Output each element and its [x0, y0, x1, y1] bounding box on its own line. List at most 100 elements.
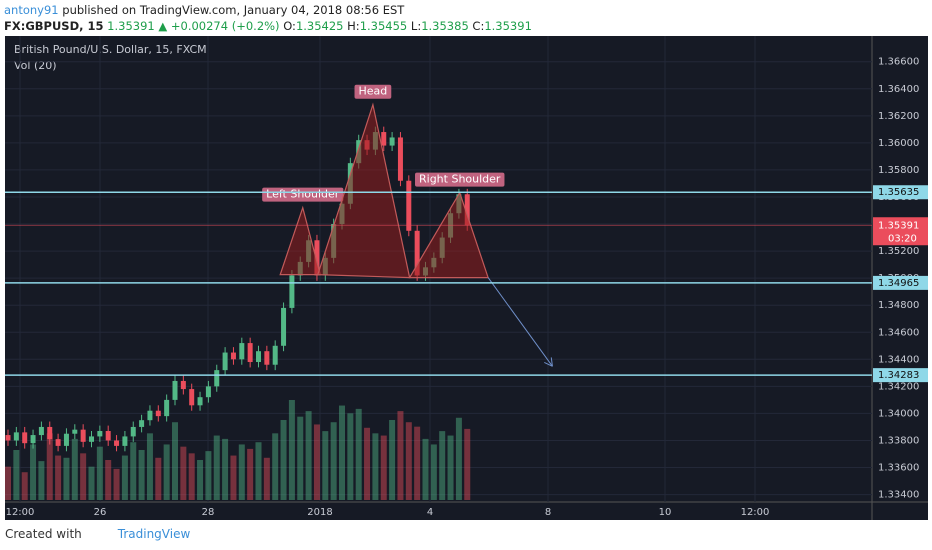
ohlc-value: 1.35385: [421, 19, 469, 33]
volume-bar: [439, 431, 446, 500]
ohlc-key: L:: [410, 19, 422, 33]
last-price-label: 1.35391: [878, 220, 919, 231]
candle-body: [289, 275, 295, 308]
published: published on TradingView.com, January 04…: [58, 3, 405, 17]
pattern-shape: [408, 191, 489, 279]
candle-body: [406, 180, 412, 231]
ohlc-key: C:: [472, 19, 485, 33]
candle-body: [155, 410, 161, 417]
candle-body: [63, 433, 69, 446]
candle-body: [30, 435, 36, 444]
symbol: FX:GBPUSD, 15: [4, 19, 104, 33]
volume-bar: [405, 422, 412, 500]
volume-bar: [38, 461, 45, 500]
y-tick-label: 1.34200: [878, 381, 919, 392]
volume-bar: [80, 453, 87, 500]
candle-body: [164, 399, 170, 417]
volume-bar: [5, 466, 11, 500]
pattern-label-bg: [415, 172, 505, 187]
last-price-bg: [873, 217, 928, 246]
header: antony91 published on TradingView.com, J…: [4, 2, 532, 34]
volume-bar: [121, 455, 128, 500]
header-line: antony91 published on TradingView.com, J…: [4, 2, 532, 18]
volume-bar: [372, 433, 379, 500]
ohlc-key: H:: [347, 19, 360, 33]
candle-body: [89, 436, 94, 442]
candle-body: [381, 132, 387, 146]
volume-bar: [113, 468, 120, 500]
candle-body: [281, 307, 287, 346]
volume-bar: [455, 417, 462, 500]
level-label-bg: [873, 275, 928, 290]
volume-bar: [430, 444, 437, 500]
volume-bar: [288, 400, 295, 500]
volume-bar: [414, 426, 421, 500]
volume-bar: [347, 413, 354, 500]
volume-bar: [130, 442, 137, 500]
candle-body: [247, 343, 253, 363]
footer: Created with TradingView: [5, 527, 190, 541]
candle-body: [72, 429, 78, 434]
volume-bar: [88, 466, 95, 500]
level-label-bg: [873, 185, 928, 200]
y-tick-label: 1.33600: [878, 463, 919, 474]
candle-body: [314, 240, 320, 276]
y-tick-label: 1.36000: [878, 138, 919, 149]
ohlc-key: O:: [283, 19, 296, 33]
candle-body: [222, 352, 228, 371]
volume-bar: [247, 448, 254, 500]
volume-bar: [355, 408, 362, 500]
volume-bar: [339, 405, 345, 500]
countdown: 03:20: [888, 233, 917, 244]
volume-bar: [330, 422, 337, 500]
ohlc-value: 1.35455: [359, 19, 408, 33]
candle-body: [189, 389, 195, 406]
volume-bar: [30, 444, 37, 500]
volume-bar: [155, 457, 162, 500]
volume-bar: [272, 433, 279, 500]
pattern-label: Left Shoulder: [266, 188, 340, 201]
volume-bar: [188, 453, 195, 500]
header-line: FX:GBPUSD, 15 1.35391 ▲ +0.00274 (+0.2%)…: [4, 18, 532, 34]
brand[interactable]: TradingView: [117, 527, 191, 541]
author[interactable]: antony91: [4, 3, 59, 17]
y-tick-label: 1.33400: [878, 490, 919, 501]
y-tick-label: 1.36400: [878, 84, 919, 95]
volume-bar: [305, 411, 312, 500]
candle-body: [172, 380, 178, 400]
candle-body: [13, 432, 19, 441]
x-tick-label: 8: [545, 507, 551, 518]
volume-bar: [105, 460, 112, 500]
level-label: 1.34965: [878, 278, 919, 289]
x-tick-label: 12:00: [6, 507, 35, 518]
candle-body: [397, 137, 403, 181]
volume-bar: [55, 455, 62, 500]
volume-bar: [13, 450, 20, 500]
candle-body: [97, 431, 103, 437]
volume-bar: [172, 422, 178, 500]
volume-bar: [313, 424, 320, 500]
volume-bar: [96, 446, 103, 500]
volume-bar: [380, 435, 387, 500]
pattern-label-bg: [354, 84, 392, 99]
volume-bar: [297, 416, 304, 500]
pattern-shape: [279, 205, 322, 276]
volume-bar: [238, 444, 245, 500]
volume-bar: [422, 438, 429, 500]
volume-bar: [222, 438, 229, 500]
x-tick-label: 28: [202, 507, 215, 518]
x-tick-label: 26: [94, 507, 107, 518]
pattern-label-bg: [262, 187, 344, 202]
volume-bar: [364, 427, 371, 500]
y-tick-label: 1.34400: [878, 354, 919, 365]
arrow: [487, 277, 553, 367]
volume-bar: [213, 435, 220, 500]
indicator: Vol (20): [14, 59, 57, 72]
ohlc-value: 1.35425: [295, 19, 344, 33]
candle-body: [197, 397, 203, 406]
change: ▲ +0.00274 (+0.2%): [158, 19, 280, 33]
ohlc-value: 1.35391: [484, 19, 532, 33]
candle-body: [22, 432, 28, 444]
volume-bar: [138, 450, 145, 500]
